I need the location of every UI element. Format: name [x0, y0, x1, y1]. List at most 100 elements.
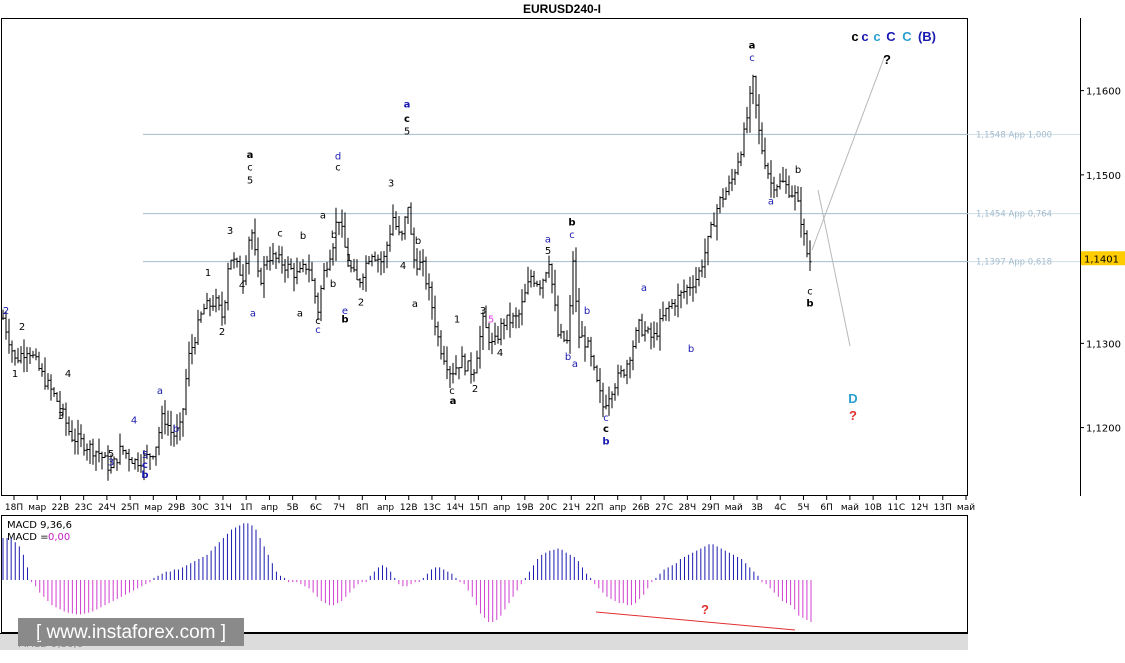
- wave-label: 3: [227, 226, 233, 237]
- wave-label: b: [584, 306, 590, 317]
- time-tick-label: 30С: [191, 503, 209, 513]
- price-panel-frame: [1, 18, 968, 496]
- time-tick-label: 5Ч: [798, 503, 810, 513]
- time-tick-label: май: [725, 503, 743, 513]
- wave-label: 2: [358, 297, 364, 308]
- price-tick-label: 1,1300: [1086, 339, 1121, 350]
- wave-label: 1: [12, 369, 18, 380]
- level-label: 1,1548 App 1,000: [976, 130, 1052, 140]
- time-tick-label: апр: [493, 503, 510, 513]
- wave-label: c: [277, 228, 283, 239]
- time-tick-label: 31Ч: [214, 503, 232, 513]
- wave-label: c: [749, 53, 755, 64]
- wave-label: b: [300, 231, 306, 242]
- bottom-strip-label: MACD 9,36,6: [18, 639, 83, 650]
- wave-label: a: [545, 234, 551, 245]
- scenario-wave-label: c: [873, 29, 880, 44]
- time-tick-label: 24Ч: [98, 503, 116, 513]
- time-tick-label: 13П: [934, 503, 952, 513]
- scenario-wave-label: C: [886, 29, 896, 44]
- price-tick-label: 1,1600: [1086, 87, 1121, 98]
- time-tick-label: 11С: [887, 503, 905, 513]
- wave-label: 1: [205, 268, 211, 279]
- time-tick-label: 19В: [516, 503, 534, 513]
- wave-label: b: [330, 279, 336, 290]
- price-tick-label: 1,1500: [1086, 171, 1121, 182]
- macd-divergence-question: ?: [701, 602, 709, 617]
- time-tick-label: 10В: [864, 503, 882, 513]
- wave-label: b: [331, 230, 337, 241]
- wave-label: a: [320, 211, 326, 222]
- time-tick-label: апр: [377, 503, 394, 513]
- wave-label: a: [768, 196, 774, 207]
- wave-label: 5: [488, 314, 494, 325]
- wave-label: b: [565, 352, 571, 363]
- wave-label: c: [315, 316, 321, 327]
- wave-label: a: [157, 386, 163, 397]
- wave-label: b: [806, 298, 813, 309]
- time-tick-label: 12Ч: [911, 503, 929, 513]
- wave-label: c: [569, 230, 575, 241]
- scenario-wave-label: c: [861, 29, 868, 44]
- wave-label: b: [568, 217, 575, 228]
- wave-label: c: [247, 163, 253, 174]
- scenario-wave-label: c: [851, 29, 858, 44]
- wave-label: 5: [142, 450, 148, 461]
- time-tick-label: мар: [28, 503, 46, 513]
- forecast-down-line: [817, 189, 851, 347]
- scenario-wave-label: (B): [918, 29, 936, 44]
- macd-label: MACD 9,36,6: [7, 520, 72, 531]
- wave-label: b: [602, 436, 609, 447]
- wave-label: 5: [545, 246, 551, 257]
- wave-label: 3: [108, 458, 114, 469]
- scenario-bottom-label: D: [848, 391, 857, 406]
- time-tick-label: 22П: [585, 503, 603, 513]
- current-price-badge: [1081, 251, 1125, 266]
- wave-label: 2: [219, 327, 225, 338]
- wave-label: 5: [108, 449, 114, 460]
- time-tick-label: 25П: [121, 503, 139, 513]
- wave-label: 4: [239, 281, 245, 292]
- wave-label: 4: [400, 261, 406, 272]
- wave-label: 4: [497, 348, 503, 359]
- time-tick-label: 23С: [75, 503, 93, 513]
- time-tick-label: 12В: [400, 503, 418, 513]
- time-tick-label: 27С: [655, 503, 673, 513]
- current-price-label: 1,1401: [1084, 254, 1119, 265]
- macd-divergence-line: [595, 611, 796, 631]
- wave-label: 1: [454, 314, 460, 325]
- time-tick-label: май: [841, 503, 859, 513]
- wave-label: 4: [65, 369, 71, 380]
- scenario-top-question: ?: [883, 52, 891, 67]
- time-tick-label: 14Ч: [446, 503, 464, 513]
- chart-title: EURUSD240-I: [523, 2, 601, 16]
- wave-label: b: [688, 344, 694, 355]
- wave-label: e: [342, 306, 348, 317]
- wave-label: a: [247, 150, 254, 161]
- time-tick-label: апр: [609, 503, 626, 513]
- time-tick-label: 28Ч: [679, 503, 697, 513]
- time-tick-label: 4С: [774, 503, 786, 513]
- wave-label: c: [404, 114, 410, 125]
- macd-value: 0,00: [48, 532, 70, 543]
- wave-label: a: [749, 40, 756, 51]
- macd-panel-frame: [1, 515, 968, 633]
- time-tick-label: 29В: [168, 503, 186, 513]
- wave-label: a: [450, 396, 457, 407]
- wave-label: b: [341, 314, 348, 325]
- watermark-text: [ www.instaforex.com ]: [36, 622, 226, 643]
- time-tick-label: 8П: [356, 503, 369, 513]
- wave-label: a: [641, 283, 647, 294]
- wave-label: b: [415, 236, 421, 247]
- macd-value-label: MACD =: [7, 532, 49, 543]
- level-label: 1,1454 App 0,764: [976, 210, 1052, 220]
- time-tick-label: 3В: [751, 503, 763, 513]
- wave-label: 2: [472, 384, 478, 395]
- wave-label: 2: [19, 322, 25, 333]
- time-tick-label: апр: [261, 503, 278, 513]
- time-tick-label: май: [957, 503, 975, 513]
- time-tick-label: 21Ч: [562, 503, 580, 513]
- scenario-top-labels: c c c C C (B): [851, 29, 936, 44]
- scenario-bottom-question: ?: [849, 408, 857, 423]
